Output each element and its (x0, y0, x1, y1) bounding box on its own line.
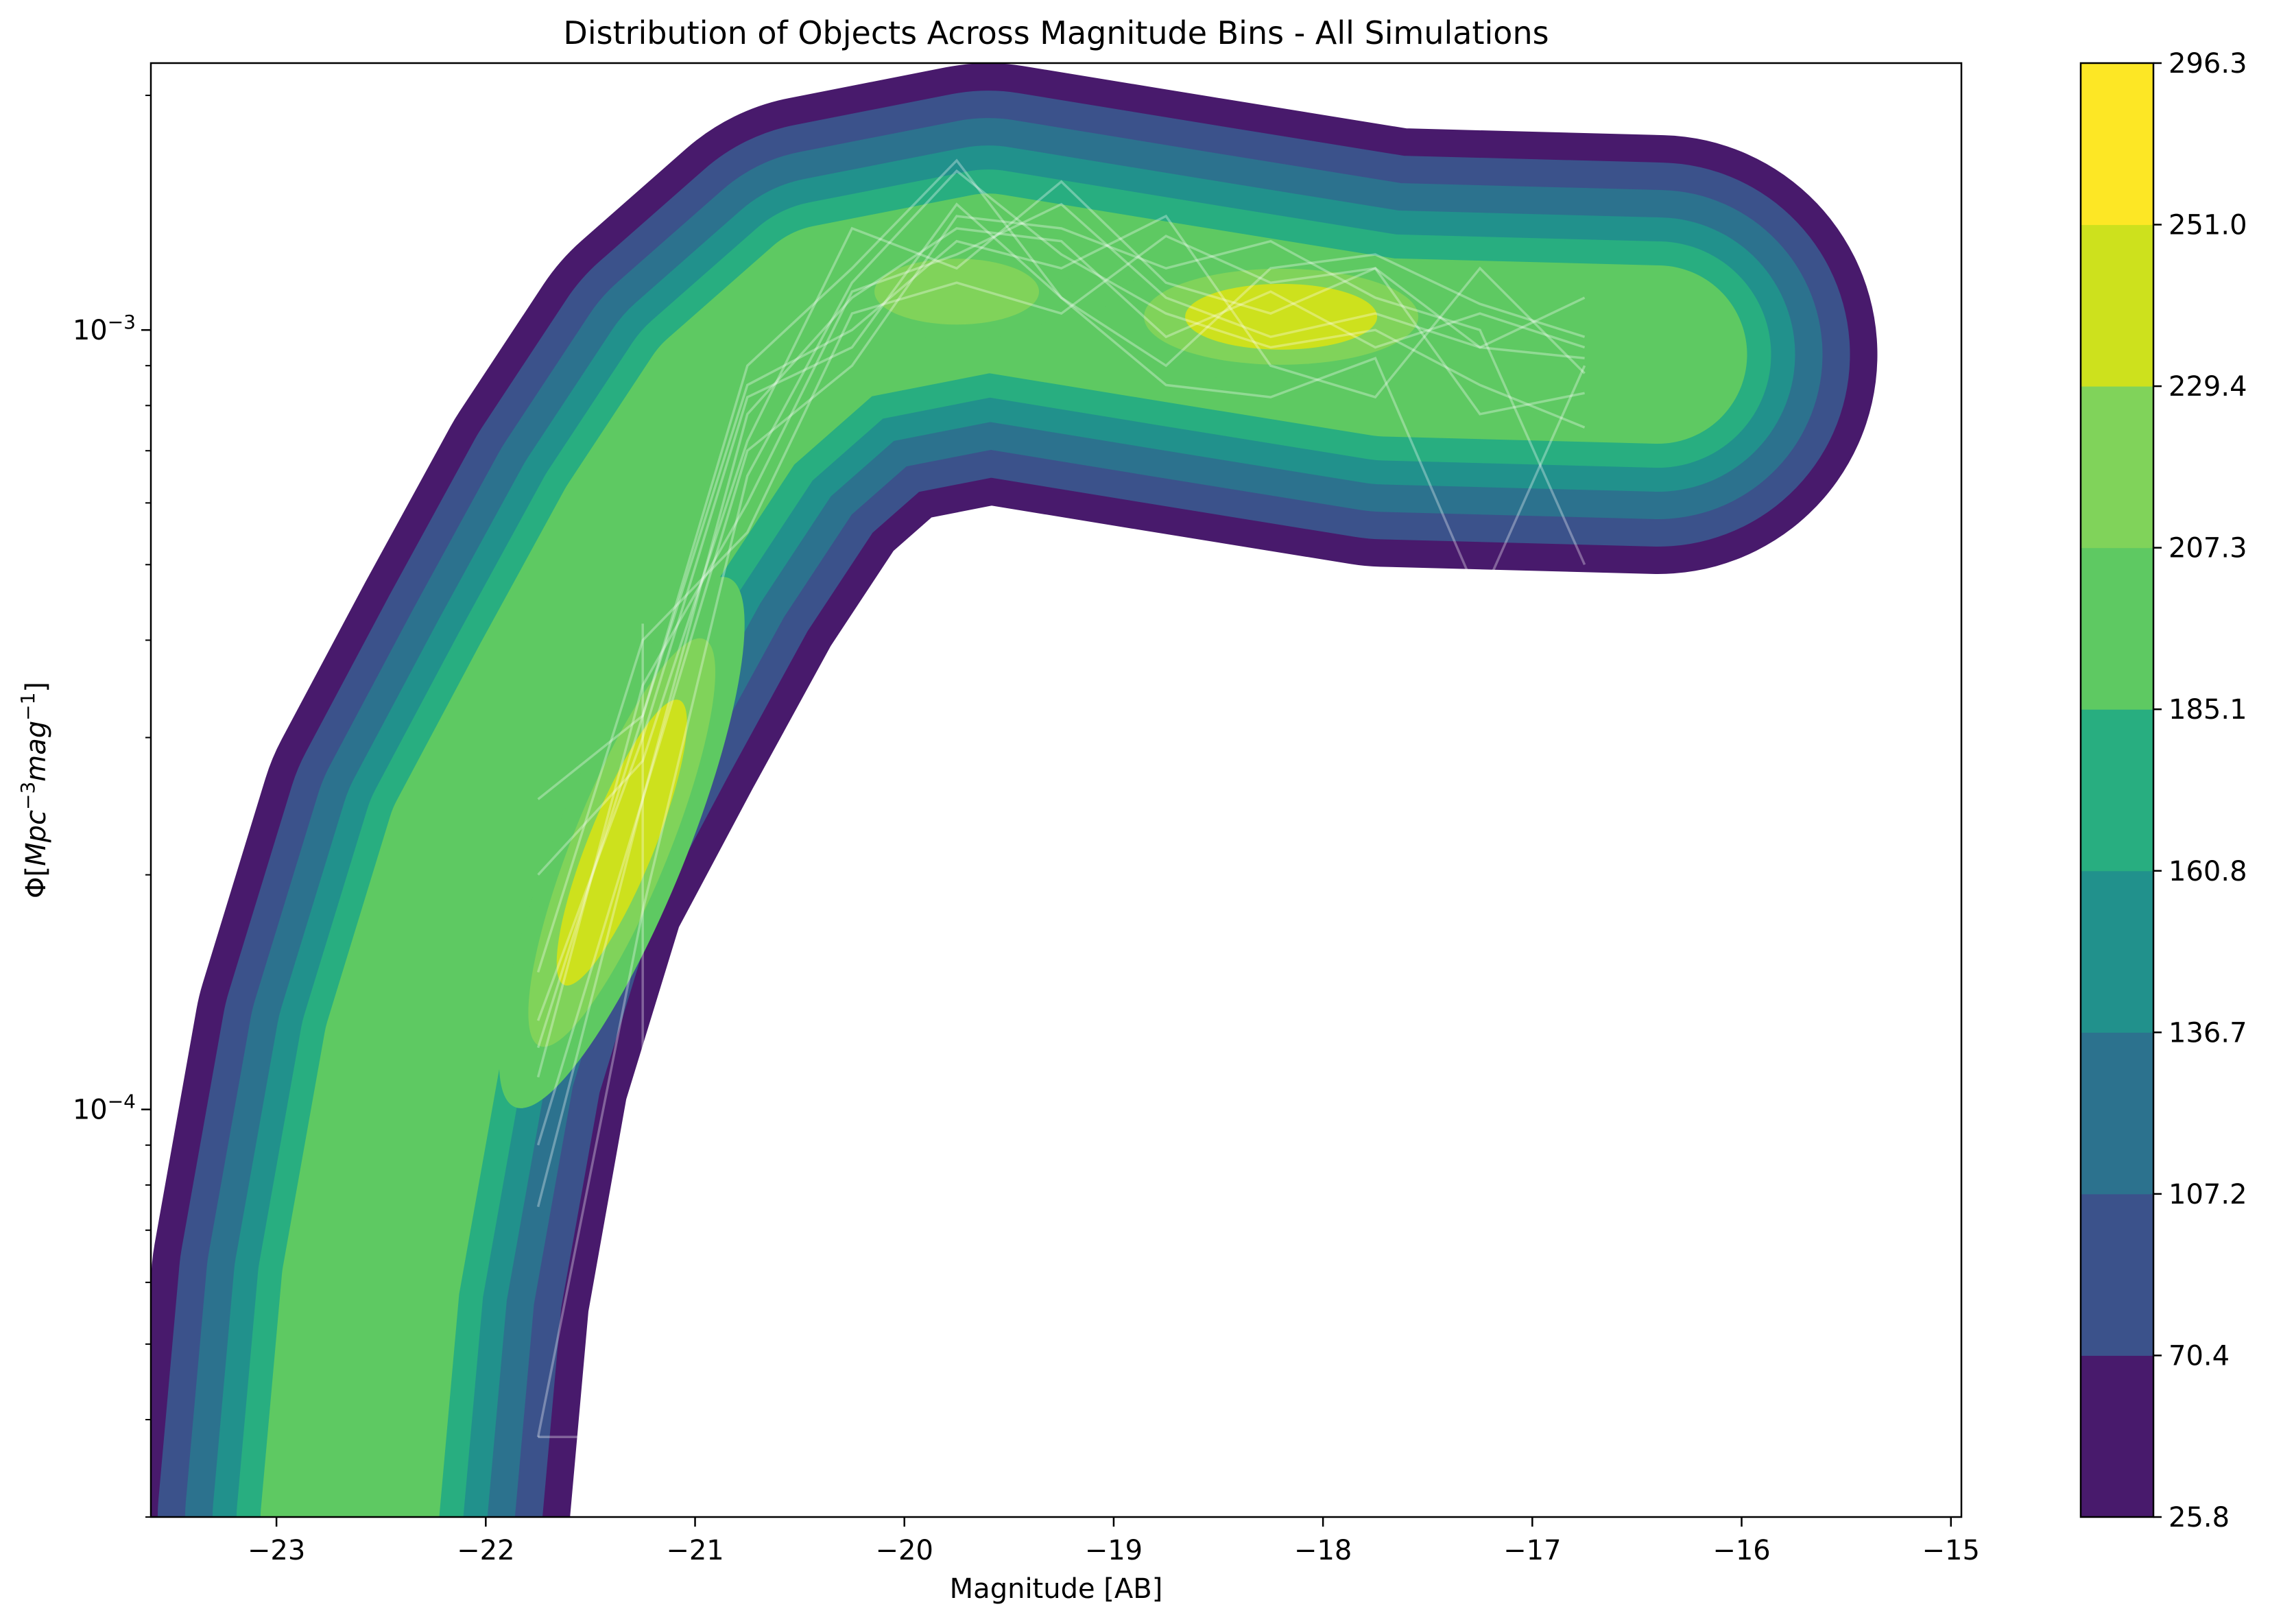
colorbar-band-7 (2081, 386, 2153, 549)
x-tick-label: −17 (1503, 1535, 1561, 1566)
colorbar-band-2 (2081, 1193, 2153, 1356)
x-tick-label: −18 (1294, 1535, 1352, 1566)
simulation-line-3 (536, 158, 1586, 1049)
colorbar-tick-label: 229.4 (2169, 371, 2247, 403)
colorbar-band-9 (2081, 63, 2153, 226)
y-tick-label: 10−4 (73, 1090, 136, 1126)
density-peak-1-level-3 (556, 700, 687, 986)
x-axis-label: Magnitude [AB] (950, 1573, 1163, 1605)
simulation-line-4 (536, 235, 1585, 973)
simulation-line-5 (537, 180, 1586, 876)
x-tick-label: −15 (1922, 1535, 1980, 1566)
simulation-line-9 (538, 623, 644, 1439)
colorbar-tick-label: 296.3 (2169, 48, 2247, 80)
chart-title: Distribution of Objects Across Magnitude… (563, 14, 1549, 51)
simulation-line-10 (536, 202, 1586, 1021)
colorbar-band-1 (2081, 1355, 2153, 1518)
y-axis-ticks: 10−4 10−3 (73, 95, 151, 1518)
colorbar-band-4 (2081, 870, 2153, 1033)
x-tick-label: −22 (457, 1535, 514, 1566)
colorbar-tick-label: 107.2 (2169, 1179, 2247, 1210)
colorbar-band-3 (2081, 1032, 2153, 1195)
colorbar-tick-label: 251.0 (2169, 210, 2247, 241)
x-tick-label: −20 (876, 1535, 933, 1566)
colorbar-tick-label: 70.4 (2169, 1340, 2230, 1372)
x-tick-label: −21 (666, 1535, 724, 1566)
simulation-line-6 (537, 214, 1586, 800)
y-tick-label: 10−3 (73, 311, 136, 347)
colorbar: 25.8 70.4 107.2 136.7 160.8 185.1 207.3 229.4 25… (2079, 48, 2247, 1533)
colorbar-tick-label: 207.3 (2169, 533, 2247, 564)
plot-frame (150, 62, 1963, 1518)
colorbar-tick-label: 136.7 (2169, 1017, 2247, 1049)
colorbar-band-5 (2081, 709, 2153, 872)
colorbar-tick-label: 160.8 (2169, 856, 2247, 887)
colorbar-tick-label: 185.1 (2169, 694, 2247, 726)
x-axis-ticks: −23 −22 −21 −20 −19 −18 −17 −16 −15 (248, 1517, 1980, 1566)
density-peak-2-level-3 (1185, 283, 1378, 350)
colorbar-tick-label: 25.8 (2169, 1502, 2230, 1533)
simulation-line-2 (536, 227, 1586, 1208)
density-peak-3-level-2 (874, 259, 1040, 325)
simulation-lines (536, 158, 1586, 1439)
colorbar-frame (2079, 62, 2155, 1518)
colorbar-band-8 (2081, 224, 2153, 387)
x-tick-label: −19 (1085, 1535, 1143, 1566)
x-tick-label: −16 (1712, 1535, 1770, 1566)
density-contours (151, 63, 1878, 1517)
simulation-line-7 (536, 215, 1586, 1146)
y-axis-label: Φ[Mpc−3mag−1] (16, 682, 53, 898)
simulation-line-8 (536, 202, 1585, 1078)
x-tick-label: −23 (248, 1535, 305, 1566)
colorbar-band-6 (2081, 547, 2153, 710)
simulation-line-1 (536, 169, 1586, 1437)
